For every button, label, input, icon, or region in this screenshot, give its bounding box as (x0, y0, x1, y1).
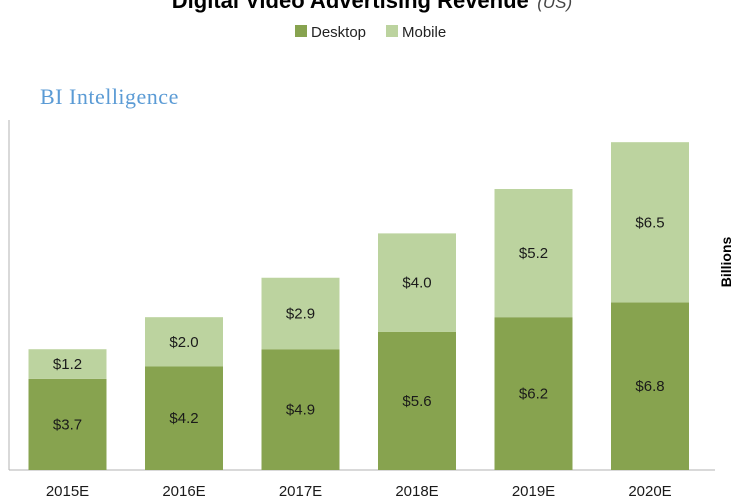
bar-mobile-2018E (378, 233, 456, 332)
data-label-desktop-2015E: $3.7 (53, 416, 82, 433)
x-tick-label-2019E: 2019E (512, 483, 555, 500)
data-label-desktop-2018E: $5.6 (402, 393, 431, 410)
x-tick-label-2015E: 2015E (46, 483, 89, 500)
legend: Desktop Mobile (295, 24, 446, 41)
x-tick-label-2020E: 2020E (628, 483, 671, 500)
bar-mobile-2017E (261, 277, 340, 350)
data-label-mobile-2020E: $6.5 (635, 214, 664, 231)
bar-desktop-2019E (494, 317, 573, 470)
y-axis-label: Billions (718, 237, 734, 288)
data-label-mobile-2018E: $4.0 (402, 275, 431, 292)
bar-desktop-2018E (378, 331, 456, 470)
bar-mobile-2016E (145, 317, 223, 367)
data-label-desktop-2017E: $4.9 (286, 402, 315, 419)
bar-desktop-2015E (28, 378, 107, 470)
bar-mobile-2015E (28, 349, 107, 379)
data-label-desktop-2016E: $4.2 (169, 410, 198, 427)
legend-swatch-desktop (295, 25, 307, 37)
x-tick-label-2017E: 2017E (279, 483, 322, 500)
data-label-mobile-2019E: $5.2 (519, 245, 548, 262)
bar-desktop-2020E (611, 302, 689, 470)
data-label-desktop-2020E: $6.8 (635, 378, 664, 395)
data-label-mobile-2016E: $2.0 (169, 334, 198, 351)
brand-logo: BI Intelligence (40, 84, 179, 109)
data-label-desktop-2019E: $6.2 (519, 386, 548, 403)
legend-label-desktop: Desktop (311, 24, 366, 41)
chart-title-main: Digital Video Advertising Revenue (172, 0, 529, 13)
chart-title-suffix: (US) (537, 0, 572, 12)
x-ticks: 2015E 2016E 2017E 2018E 2019E 2020E (46, 483, 672, 500)
legend-swatch-mobile (386, 25, 398, 37)
legend-label-mobile: Mobile (402, 24, 446, 41)
bar-mobile-2020E (611, 142, 689, 303)
chart-title: Digital Video Advertising Revenue (US) (172, 0, 572, 13)
bar-desktop-2016E (145, 366, 223, 470)
data-label-mobile-2015E: $1.2 (53, 356, 82, 373)
bars: $3.7 $1.2 $4.2 $2.0 $4.9 $2.9 $5.6 $4.0 $6.2 $5.2… (28, 142, 689, 470)
bar-mobile-2019E (494, 189, 573, 318)
x-tick-label-2018E: 2018E (395, 483, 438, 500)
data-label-mobile-2017E: $2.9 (286, 305, 315, 322)
x-tick-label-2016E: 2016E (162, 483, 205, 500)
bar-desktop-2017E (261, 349, 340, 470)
